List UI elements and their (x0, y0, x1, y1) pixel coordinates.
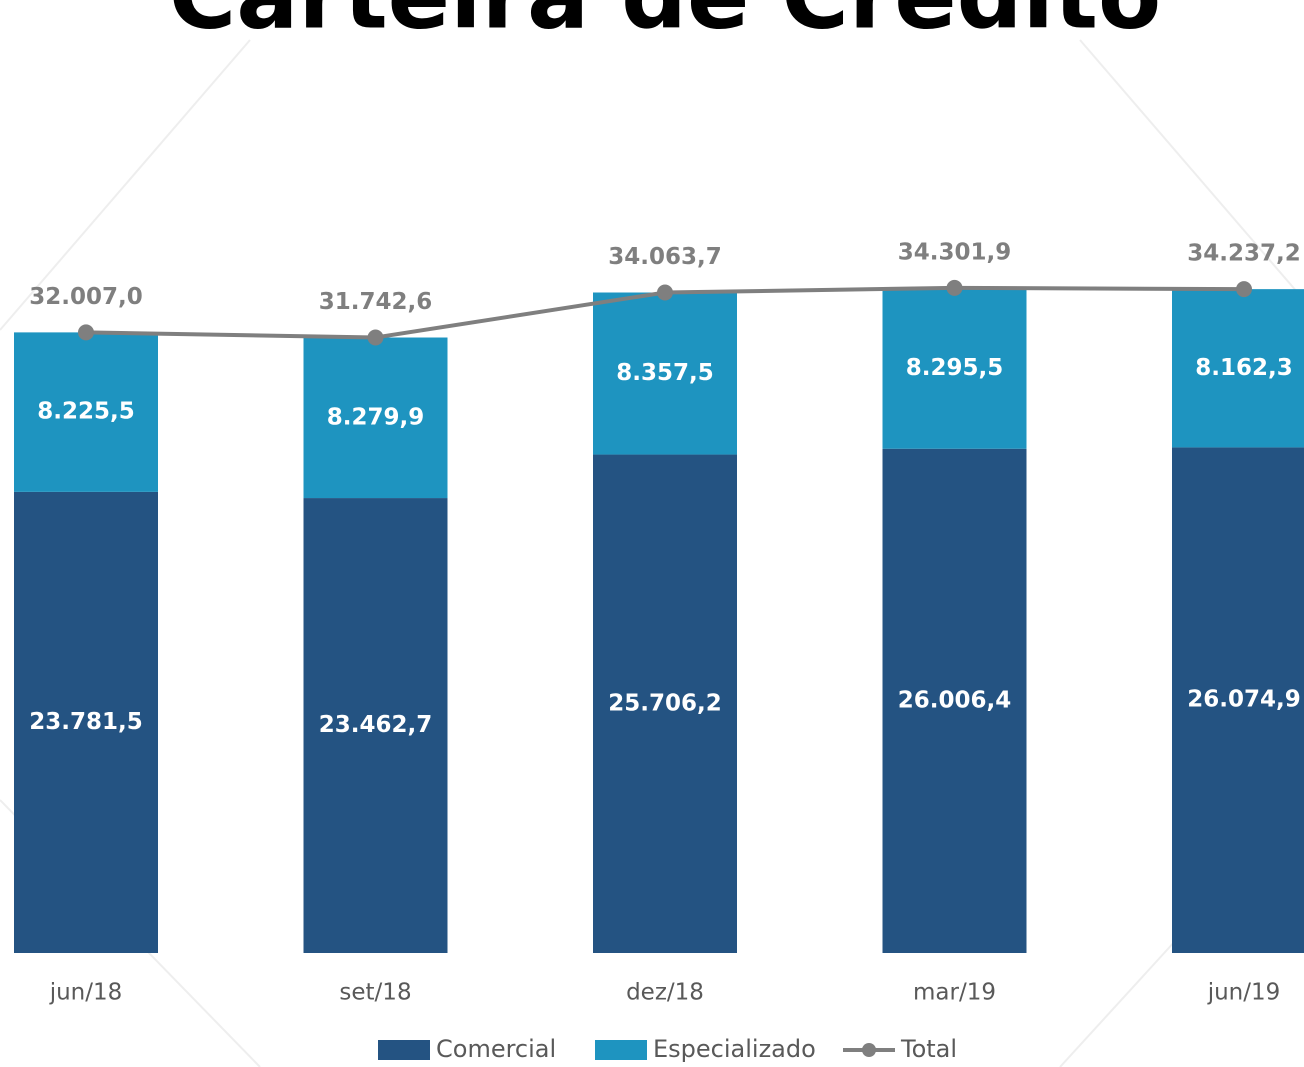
legend-label: Especializado (653, 1035, 816, 1063)
bar-segment (14, 332, 158, 492)
x-tick-label: mar/19 (913, 980, 996, 1006)
data-label: 8.279,9 (327, 404, 425, 430)
data-label: 8.162,3 (1195, 355, 1293, 381)
legend-swatch (595, 1040, 647, 1060)
data-label: 34.063,7 (608, 244, 722, 270)
data-label: 23.462,7 (319, 712, 433, 738)
data-label: 8.357,5 (616, 360, 714, 386)
x-tick-label: set/18 (339, 980, 411, 1006)
data-label: 31.742,6 (319, 289, 433, 315)
bar-segment (882, 448, 1027, 953)
bar-segment (303, 498, 448, 953)
chart-title: Carteira de Crédito (169, 0, 1162, 49)
legend-label: Total (900, 1035, 957, 1063)
total-marker (1236, 281, 1252, 298)
bar-segment (1172, 289, 1304, 448)
deco-line (0, 39, 251, 331)
bar-segment (593, 454, 737, 953)
bar-segment (882, 287, 1027, 449)
data-label: 34.301,9 (898, 239, 1012, 265)
total-marker (367, 329, 384, 346)
data-label: 8.295,5 (906, 355, 1004, 381)
data-label: 8.225,5 (37, 399, 135, 425)
legend-swatch (378, 1040, 430, 1060)
deco-line (1079, 39, 1304, 301)
data-label: 25.706,2 (608, 690, 722, 716)
data-label: 32.007,0 (29, 284, 143, 310)
x-tick-label: jun/18 (49, 980, 123, 1006)
total-marker (946, 279, 963, 296)
bar-segment (1172, 447, 1304, 953)
x-tick-label: dez/18 (626, 980, 704, 1006)
legend-swatch (862, 1043, 876, 1057)
data-label: 23.781,5 (29, 709, 143, 735)
data-label: 26.074,9 (1187, 687, 1301, 713)
legend-label: Comercial (436, 1035, 556, 1063)
bar-segment (303, 337, 448, 499)
bar-segment (593, 292, 737, 455)
total-marker (78, 324, 94, 341)
data-label: 26.006,4 (898, 687, 1012, 713)
total-marker (657, 284, 673, 301)
data-label: 34.237,2 (1187, 241, 1301, 267)
bar-segment (14, 491, 158, 953)
x-tick-label: jun/19 (1207, 980, 1281, 1006)
